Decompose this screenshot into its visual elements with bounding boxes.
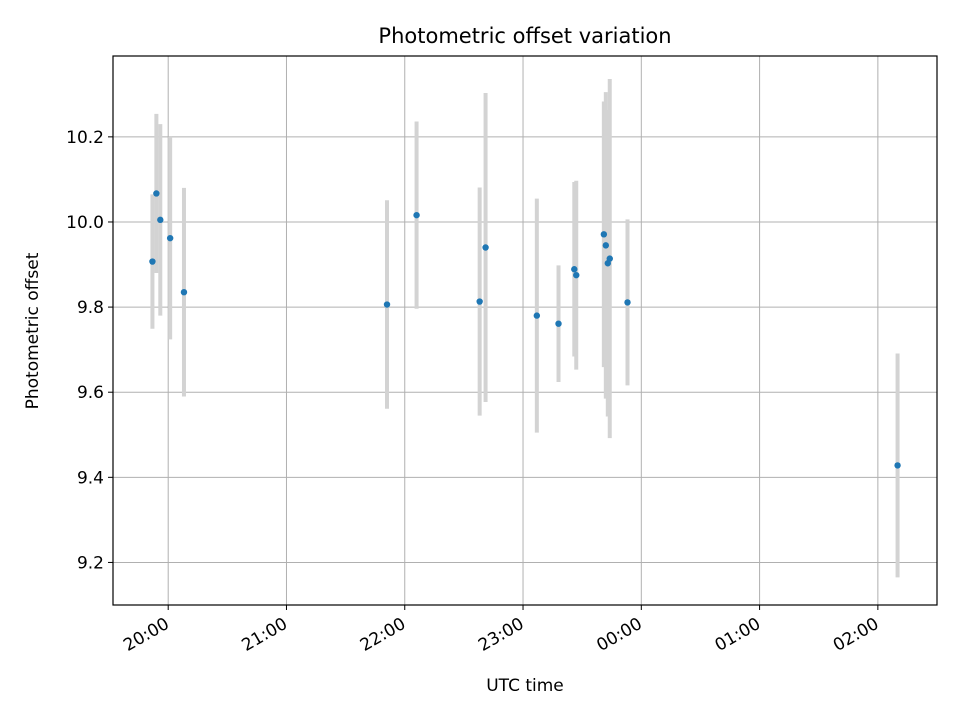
x-tick-label: 20:00 [120, 614, 172, 656]
data-point [602, 242, 610, 249]
data-point [157, 216, 164, 224]
data-point [894, 462, 901, 469]
plot-frame [112, 55, 938, 606]
x-tick-label: 00:00 [593, 614, 645, 656]
y-tick-label: 9.4 [77, 468, 104, 488]
data-point [573, 271, 580, 279]
data-point [149, 258, 156, 265]
y-tick-label: 10.2 [66, 128, 104, 148]
data-point [383, 301, 391, 308]
y-tick-label: 9.8 [77, 298, 104, 318]
y-tick-label: 9.6 [77, 383, 104, 403]
x-axis-ticks: 20:00 21:00 22:00 23:00 00:00 01:00 02:00 [120, 605, 882, 656]
y-axis-ticks: 9.2 9.4 9.6 9.8 10.0 10.2 [66, 128, 113, 573]
y-tick-label: 10.0 [66, 213, 104, 233]
data-point [600, 231, 608, 238]
data-point [166, 234, 174, 242]
data-point [533, 312, 541, 319]
chart-title: Photometric offset variation [378, 24, 671, 48]
y-tick-label: 9.2 [77, 553, 104, 573]
x-tick-label: 22:00 [357, 614, 409, 656]
data-point [413, 211, 420, 219]
x-tick-label: 01:00 [712, 614, 764, 656]
data-point [571, 266, 578, 273]
data-point [180, 288, 188, 296]
x-tick-label: 23:00 [475, 614, 527, 656]
data-point [476, 298, 483, 305]
data-points [149, 190, 901, 469]
x-tick-label: 02:00 [830, 614, 882, 656]
grid [113, 56, 937, 605]
data-point [153, 190, 160, 197]
data-point [624, 299, 631, 306]
data-point [555, 320, 562, 327]
x-axis-label: UTC time [486, 676, 564, 696]
data-point [606, 255, 613, 262]
x-tick-label: 21:00 [239, 614, 291, 656]
y-axis-label: Photometric offset [23, 252, 43, 409]
data-point [482, 244, 489, 251]
error-bars [150, 78, 900, 578]
